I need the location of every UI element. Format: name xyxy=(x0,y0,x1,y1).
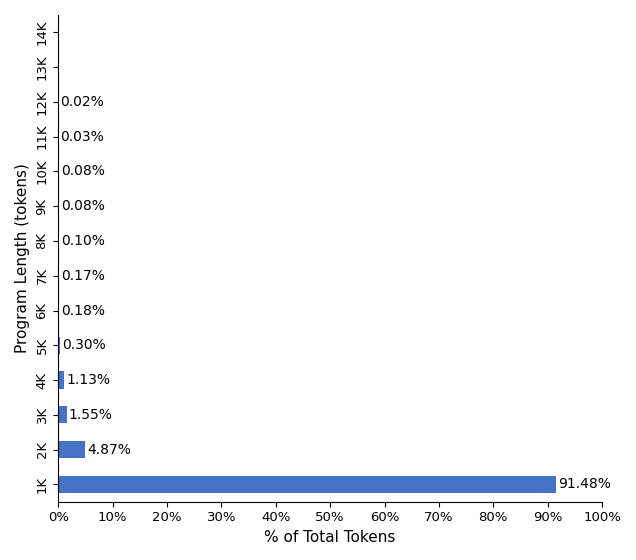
Text: 0.18%: 0.18% xyxy=(62,304,106,318)
Text: 0.02%: 0.02% xyxy=(60,95,104,109)
Bar xyxy=(59,475,556,493)
Text: 4.87%: 4.87% xyxy=(87,442,131,456)
Text: 0.08%: 0.08% xyxy=(61,199,105,213)
Text: 0.08%: 0.08% xyxy=(61,165,105,179)
Bar xyxy=(59,441,85,458)
Text: 1.13%: 1.13% xyxy=(67,373,111,387)
Text: 0.10%: 0.10% xyxy=(61,234,105,248)
Text: 91.48%: 91.48% xyxy=(558,477,611,491)
Text: 0.03%: 0.03% xyxy=(60,130,104,144)
Bar xyxy=(59,406,67,423)
Text: 1.55%: 1.55% xyxy=(69,408,113,422)
Text: 0.17%: 0.17% xyxy=(62,269,105,283)
Bar xyxy=(59,371,64,389)
Text: 0.30%: 0.30% xyxy=(62,338,106,352)
X-axis label: % of Total Tokens: % of Total Tokens xyxy=(265,530,396,545)
Y-axis label: Program Length (tokens): Program Length (tokens) xyxy=(15,164,30,353)
Bar xyxy=(59,337,60,354)
